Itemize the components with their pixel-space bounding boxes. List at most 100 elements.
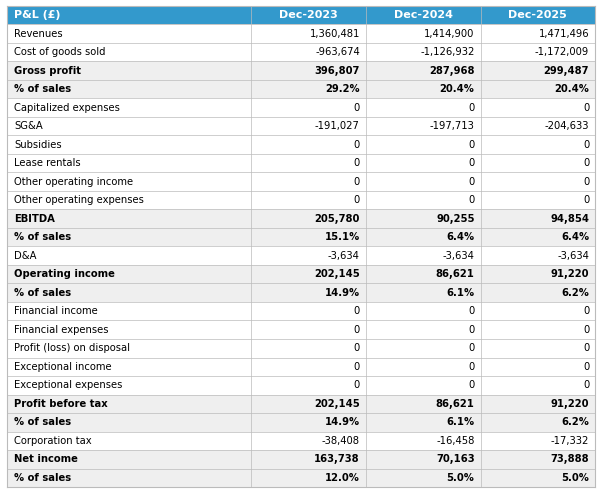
Bar xyxy=(481,117,595,136)
Text: 0: 0 xyxy=(353,343,360,353)
Text: 202,145: 202,145 xyxy=(314,399,360,409)
Bar xyxy=(366,339,481,357)
Text: 287,968: 287,968 xyxy=(429,66,475,76)
Bar xyxy=(251,376,366,395)
Bar xyxy=(481,468,595,487)
Bar xyxy=(251,191,366,210)
Text: 0: 0 xyxy=(468,325,475,335)
Text: -3,634: -3,634 xyxy=(443,251,475,261)
Bar xyxy=(481,98,595,117)
Bar xyxy=(366,6,481,25)
Bar xyxy=(481,25,595,43)
Bar xyxy=(481,376,595,395)
Text: 15.1%: 15.1% xyxy=(325,232,360,242)
Bar xyxy=(366,98,481,117)
Text: 0: 0 xyxy=(353,158,360,168)
Bar xyxy=(366,376,481,395)
Text: -191,027: -191,027 xyxy=(315,121,360,131)
Bar xyxy=(366,450,481,468)
Text: 14.9%: 14.9% xyxy=(325,288,360,298)
Text: 91,220: 91,220 xyxy=(551,269,589,279)
Text: 1,414,900: 1,414,900 xyxy=(424,28,475,39)
Text: 0: 0 xyxy=(353,325,360,335)
Text: 0: 0 xyxy=(468,362,475,372)
Bar xyxy=(251,246,366,265)
Text: 0: 0 xyxy=(468,343,475,353)
Text: 6.1%: 6.1% xyxy=(446,288,475,298)
Bar xyxy=(7,154,251,172)
Text: Profit (loss) on disposal: Profit (loss) on disposal xyxy=(14,343,130,353)
Text: 0: 0 xyxy=(353,177,360,187)
Bar xyxy=(366,432,481,450)
Bar xyxy=(7,228,251,246)
Text: Revenues: Revenues xyxy=(14,28,63,39)
Text: 73,888: 73,888 xyxy=(551,454,589,464)
Text: Other operating income: Other operating income xyxy=(14,177,134,187)
Text: 12.0%: 12.0% xyxy=(325,473,360,483)
Bar xyxy=(7,172,251,191)
Bar xyxy=(251,6,366,25)
Text: -3,634: -3,634 xyxy=(328,251,360,261)
Bar xyxy=(7,376,251,395)
Bar xyxy=(251,172,366,191)
Text: 90,255: 90,255 xyxy=(436,214,475,224)
Text: 29.2%: 29.2% xyxy=(325,84,360,94)
Text: Other operating expenses: Other operating expenses xyxy=(14,195,144,205)
Text: 20.4%: 20.4% xyxy=(440,84,475,94)
Bar xyxy=(481,283,595,302)
Text: 91,220: 91,220 xyxy=(551,399,589,409)
Bar xyxy=(481,395,595,413)
Text: 0: 0 xyxy=(468,139,475,150)
Bar xyxy=(251,413,366,432)
Bar xyxy=(481,302,595,321)
Bar xyxy=(7,80,251,98)
Bar xyxy=(251,228,366,246)
Text: 86,621: 86,621 xyxy=(436,269,475,279)
Text: 1,360,481: 1,360,481 xyxy=(310,28,360,39)
Bar xyxy=(481,172,595,191)
Bar xyxy=(251,98,366,117)
Bar xyxy=(7,265,251,283)
Text: SG&A: SG&A xyxy=(14,121,43,131)
Text: 86,621: 86,621 xyxy=(436,399,475,409)
Bar xyxy=(366,321,481,339)
Bar xyxy=(7,117,251,136)
Bar xyxy=(481,265,595,283)
Text: 0: 0 xyxy=(583,195,589,205)
Text: Capitalized expenses: Capitalized expenses xyxy=(14,103,120,112)
Bar xyxy=(366,191,481,210)
Text: Exceptional expenses: Exceptional expenses xyxy=(14,380,123,390)
Bar xyxy=(481,339,595,357)
Bar xyxy=(7,136,251,154)
Text: 6.2%: 6.2% xyxy=(562,288,589,298)
Text: Dec-2024: Dec-2024 xyxy=(394,10,453,20)
Text: 94,854: 94,854 xyxy=(550,214,589,224)
Text: 0: 0 xyxy=(468,306,475,316)
Bar xyxy=(481,228,595,246)
Text: -204,633: -204,633 xyxy=(545,121,589,131)
Bar xyxy=(7,283,251,302)
Bar xyxy=(7,395,251,413)
Bar xyxy=(7,321,251,339)
Text: 0: 0 xyxy=(468,177,475,187)
Text: 0: 0 xyxy=(583,139,589,150)
Bar xyxy=(481,450,595,468)
Bar xyxy=(366,357,481,376)
Bar xyxy=(481,43,595,61)
Text: 0: 0 xyxy=(468,380,475,390)
Bar xyxy=(7,43,251,61)
Bar xyxy=(251,136,366,154)
Bar xyxy=(366,43,481,61)
Text: 20.4%: 20.4% xyxy=(554,84,589,94)
Text: % of sales: % of sales xyxy=(14,288,71,298)
Text: 163,738: 163,738 xyxy=(314,454,360,464)
Text: Subsidies: Subsidies xyxy=(14,139,62,150)
Text: D&A: D&A xyxy=(14,251,37,261)
Bar xyxy=(251,154,366,172)
Text: 0: 0 xyxy=(583,306,589,316)
Text: -963,674: -963,674 xyxy=(315,47,360,57)
Text: 6.2%: 6.2% xyxy=(562,417,589,427)
Text: 0: 0 xyxy=(353,195,360,205)
Text: 0: 0 xyxy=(583,325,589,335)
Bar xyxy=(366,246,481,265)
